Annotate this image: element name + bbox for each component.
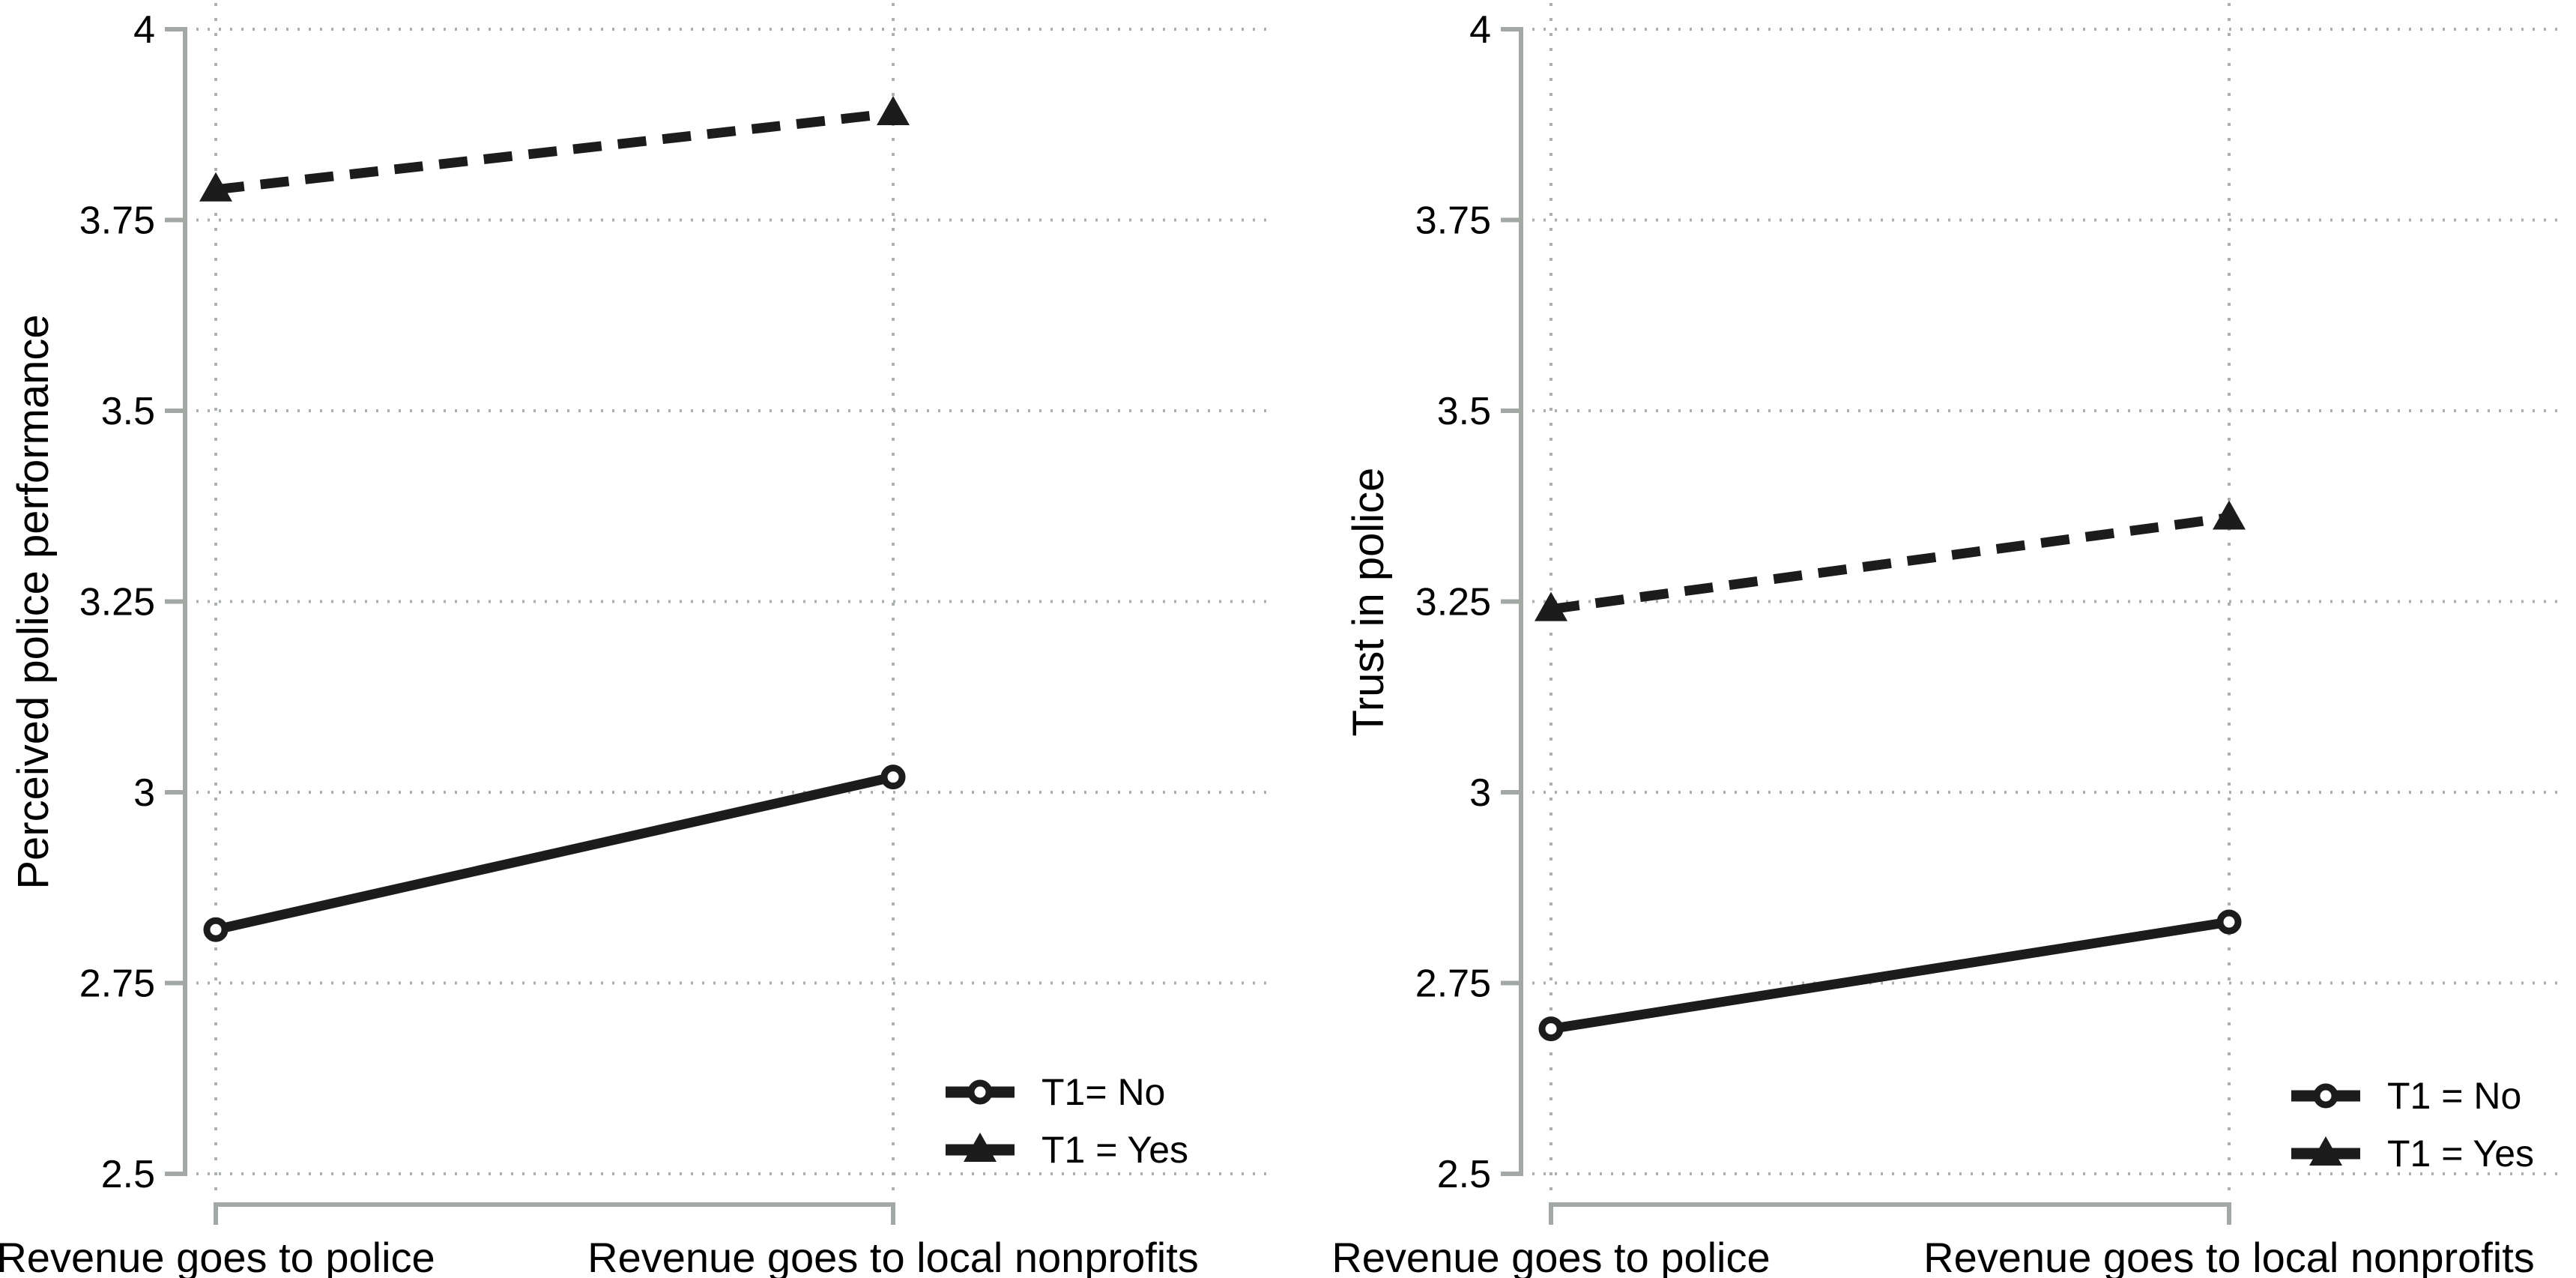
circle-marker-icon <box>1538 1016 1564 1042</box>
y-tick-label: 3.75 <box>79 199 155 243</box>
circle-marker-icon <box>2313 1083 2338 1109</box>
y-tick-label: 2.5 <box>1437 1153 1491 1196</box>
legend-label: T1 = Yes <box>1041 1129 1188 1171</box>
category-label: Revenue goes to police <box>1331 1234 1770 1278</box>
triangle-marker-icon <box>1535 591 1567 621</box>
category-label: Revenue goes to local nonprofits <box>587 1234 1199 1278</box>
legend-label: T1 = Yes <box>2387 1133 2534 1175</box>
series-line-solid <box>1549 917 2231 1034</box>
legend-label: T1= No <box>1041 1071 1165 1113</box>
y-tick-label: 3.5 <box>101 390 155 433</box>
circle-marker-icon <box>880 765 906 790</box>
gridline-layer <box>196 3 2566 1196</box>
triangle-marker-icon <box>199 172 232 202</box>
series-line-dashed <box>1550 513 2230 615</box>
y-tick-label: 2.75 <box>1415 962 1491 1006</box>
series-line-solid <box>214 772 895 935</box>
text-layer: 2.5 2.75 3 3.25 3.5 3.75 4 Revenue goes to poli… <box>0 8 2535 1278</box>
y-tick-label: 3.25 <box>79 581 155 624</box>
y-tick-label: 3.5 <box>1437 390 1491 433</box>
y-tick-label: 2.75 <box>79 962 155 1006</box>
legend-label: T1 = No <box>2387 1075 2521 1117</box>
y-tick-label: 4 <box>133 8 155 52</box>
triangle-marker-icon <box>2309 1136 2342 1166</box>
right-y-axis-title: Trust in police <box>1344 468 1393 737</box>
axis-layer <box>165 27 2231 1225</box>
series-layer <box>199 95 2246 1042</box>
triangle-marker-icon <box>877 95 910 125</box>
left-y-axis-title: Perceived police performance <box>9 314 58 889</box>
circle-marker-icon <box>203 917 229 942</box>
y-tick-label: 3.75 <box>1415 199 1491 243</box>
category-label: Revenue goes to police <box>0 1234 435 1278</box>
y-tick-label: 3 <box>1469 771 1491 815</box>
triangle-marker-icon <box>964 1133 997 1162</box>
circle-marker-icon <box>2216 909 2242 935</box>
triangle-marker-icon <box>2213 500 2246 530</box>
circle-marker-icon <box>967 1079 993 1105</box>
category-label: Revenue goes to local nonprofits <box>1923 1234 2535 1278</box>
y-tick-label: 4 <box>1469 8 1491 52</box>
series-line-dashed <box>215 108 894 195</box>
y-tick-label: 3 <box>133 771 155 815</box>
legend-layer: T1= No T1 = Yes T1 = No T1 = Yes <box>946 1071 2534 1175</box>
y-tick-label: 2.5 <box>101 1153 155 1196</box>
y-tick-label: 3.25 <box>1415 581 1491 624</box>
